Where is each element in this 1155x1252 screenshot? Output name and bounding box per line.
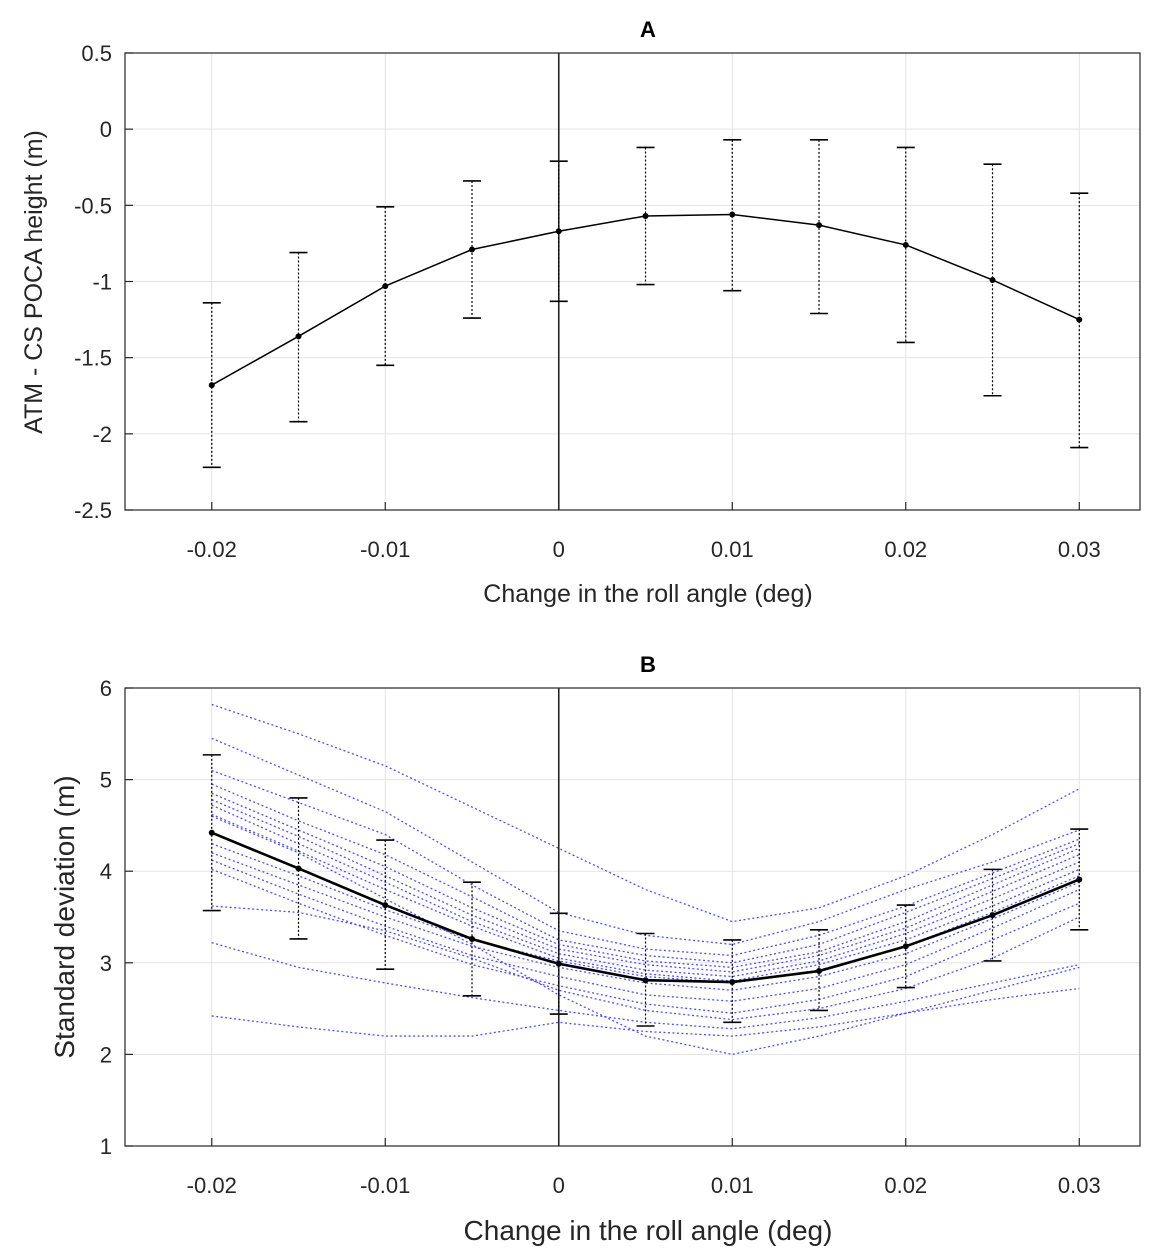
panel-b-y-ticks: 1 2 3 4 5 6 — [100, 676, 133, 1159]
panel-b-data-point-5 — [642, 977, 649, 984]
panel-b-x-tick-label-4: 0.02 — [884, 1173, 927, 1198]
panel-a-error-bars — [202, 139, 1089, 469]
panel-b-data-point-6 — [729, 979, 736, 986]
panel-b: B -0.02 -0.01 0 0.01 0.02 0.03 1 2 3 4 5 6 Change … — [49, 652, 1141, 1246]
panel-b-data-point-8 — [902, 943, 909, 950]
panel-a-x-tick-label-2: 0 — [553, 537, 565, 562]
panel-b-y-tick-label-4: 5 — [100, 768, 112, 793]
panel-b-individual-series-15 — [211, 815, 1080, 1056]
panel-a-data-point-9 — [989, 276, 996, 283]
panel-a-y-ticks: -2.5 -2 -1.5 -1 -0.5 0 0.5 — [74, 41, 133, 523]
panel-a-x-tick-label-1: -0.01 — [360, 537, 410, 562]
panel-b-y-axis-label: Standard deviation (m) — [49, 775, 80, 1058]
panel-a-y-tick-label-5: 0 — [100, 117, 112, 142]
panel-b-data-point-7 — [816, 968, 823, 975]
panel-b-data-point-3 — [469, 935, 476, 942]
panel-b-y-tick-label-2: 3 — [100, 951, 112, 976]
panel-a-data-point-7 — [816, 222, 823, 229]
panel-b-individual-series-11 — [211, 868, 1080, 1014]
panel-b-data-point-10 — [1076, 876, 1083, 883]
panel-b-data-point-2 — [382, 902, 389, 909]
panel-a-data-point-5 — [642, 212, 649, 219]
panel-b-y-tick-label-0: 1 — [100, 1134, 112, 1159]
panel-b-individual-series-5 — [211, 799, 1080, 973]
panel-b-x-tick-label-1: -0.01 — [360, 1173, 410, 1198]
panel-a-data-point-0 — [208, 382, 215, 389]
panel-b-individual-series-9 — [211, 852, 1080, 991]
panel-a-y-tick-label-3: -1 — [92, 270, 112, 295]
panel-a-data-point-10 — [1076, 316, 1083, 323]
panel-a-data-point-3 — [469, 246, 476, 253]
panel-b-individual-series-4 — [211, 792, 1080, 969]
panel-a-x-ticks: -0.02 -0.01 0 0.01 0.02 0.03 — [187, 502, 1101, 562]
panel-b-individual-series-8 — [211, 843, 1080, 984]
panel-b-individual-series-2 — [211, 769, 1080, 957]
panel-a-x-tick-label-5: 0.03 — [1058, 537, 1101, 562]
panel-a-grid — [125, 52, 1140, 511]
panel-b-data-point-9 — [989, 912, 996, 919]
panel-b-individual-series-0 — [211, 703, 1080, 923]
panel-b-mean-line — [208, 829, 1083, 986]
panel-a-y-tick-label-1: -2 — [92, 422, 112, 447]
panel-a-data-point-8 — [902, 241, 909, 248]
panel-a-mean-line — [208, 211, 1083, 389]
panel-a-y-tick-label-2: -1.5 — [74, 346, 112, 371]
panel-b-x-axis-label: Change in the roll angle (deg) — [464, 1215, 833, 1246]
panel-b-axes — [124, 687, 1141, 1147]
panel-b-individual-series-14 — [211, 987, 1080, 1037]
panel-b-data-point-1 — [295, 865, 302, 872]
panel-a-data-point-4 — [555, 228, 562, 235]
panel-b-x-tick-label-2: 0 — [553, 1173, 565, 1198]
panel-b-y-tick-label-5: 6 — [100, 676, 112, 701]
panel-b-title: B — [640, 652, 656, 677]
panel-b-x-tick-label-5: 0.03 — [1058, 1173, 1101, 1198]
panel-a-x-tick-label-4: 0.02 — [884, 537, 927, 562]
panel-b-individual-series-1 — [211, 737, 1080, 946]
panel-b-axes-box — [124, 687, 1141, 1147]
panel-a-y-tick-label-6: 0.5 — [81, 41, 112, 66]
panel-a-x-tick-label-0: -0.02 — [187, 537, 237, 562]
panel-b-y-tick-label-3: 4 — [100, 859, 112, 884]
panel-a-y-tick-label-0: -2.5 — [74, 498, 112, 523]
panel-a-y-tick-label-4: -0.5 — [74, 193, 112, 218]
panel-b-x-tick-label-3: 0.01 — [711, 1173, 754, 1198]
panel-a-data-point-6 — [729, 211, 736, 218]
panel-b-data-point-4 — [555, 960, 562, 967]
panel-b-x-ticks: -0.02 -0.01 0 0.01 0.02 0.03 — [187, 1138, 1101, 1198]
panel-a-data-point-2 — [382, 283, 389, 290]
panel-a-x-axis-label: Change in the roll angle (deg) — [483, 580, 812, 608]
panel-b-individual-series-12 — [211, 905, 1080, 1021]
panel-b-x-tick-label-0: -0.02 — [187, 1173, 237, 1198]
panel-a-title: A — [640, 17, 656, 42]
panel-a-y-axis-label: ATM - CS POCA height (m) — [20, 130, 48, 434]
panel-a-x-tick-label-3: 0.01 — [711, 537, 754, 562]
panel-a-data-point-1 — [295, 333, 302, 340]
panel-b-y-tick-label-1: 2 — [100, 1042, 112, 1067]
panel-b-data-point-0 — [208, 829, 215, 836]
panel-a: A -0.02 -0.01 0 0.01 0.02 0.03 -2.5 -2 -1.5 -1 -0… — [20, 17, 1141, 608]
panel-b-individual-series-6 — [211, 804, 1080, 978]
